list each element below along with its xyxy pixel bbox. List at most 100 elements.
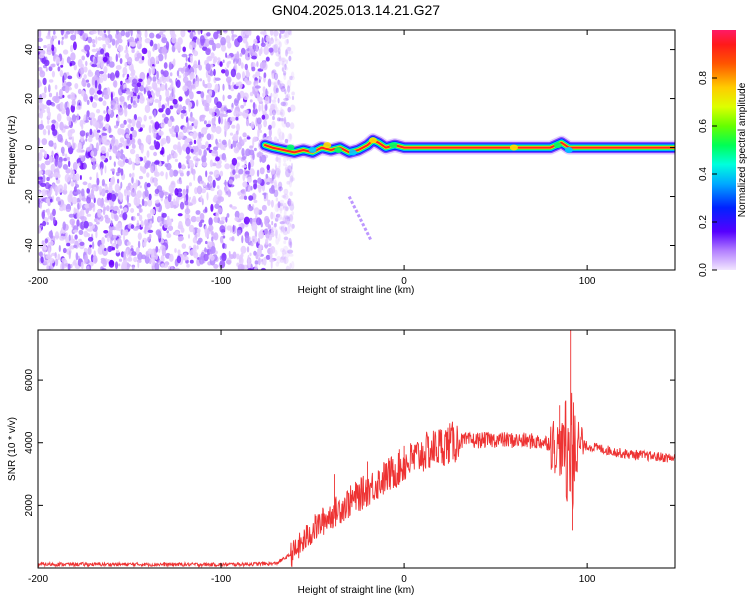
noise-blob [48,30,51,34]
noise-blob [83,220,89,229]
noise-blob [272,174,276,179]
noise-blob [169,105,174,110]
noise-blob [108,61,115,68]
noise-blob [87,246,92,255]
noise-blob [104,214,109,219]
noise-blob [144,181,148,191]
noise-blob [87,236,94,242]
noise-blob [109,155,112,161]
noise-blob [127,104,132,110]
noise-blob [62,247,67,254]
noise-blob [283,116,287,125]
noise-blob [55,258,59,267]
noise-blob [135,179,139,186]
noise-blob [280,224,285,232]
noise-blob [107,245,112,253]
noise-blob [132,130,137,138]
noise-blob [124,62,128,68]
noise-blob [166,230,169,234]
noise-blob [281,132,285,141]
noise-blob [253,38,258,45]
noise-blob [66,141,72,148]
noise-blob [86,82,91,88]
noise-blob [83,230,89,238]
noise-blob [45,198,50,204]
noise-blob [167,194,172,203]
noise-blob [205,63,211,72]
snr-frame [37,329,676,569]
noise-blob [131,216,134,221]
noise-blob [173,198,176,206]
noise-blob [231,124,236,129]
colorbar-tick-label: 0.4 [698,167,709,181]
noise-blob [132,78,138,85]
noise-blob [98,97,103,102]
noise-blob [49,240,54,246]
noise-blob [200,91,205,99]
noise-blob [179,172,184,177]
noise-blob [117,45,124,52]
noise-blob [132,161,136,171]
noise-blob [106,205,110,212]
noise-blob [129,173,132,178]
noise-blob [53,30,56,35]
noise-blob [98,30,103,36]
noise-blob [46,51,52,55]
noise-blob [72,41,77,51]
noise-blob [67,263,71,270]
noise-blob [149,220,153,227]
noise-blob [115,30,119,35]
noise-blob [43,253,46,257]
noise-blob [236,123,240,132]
noise-blob [58,40,61,45]
noise-blob [206,32,211,37]
noise-blob [53,54,56,62]
noise-blob [40,163,46,171]
noise-blob [62,204,67,211]
x-tick-label: 100 [579,276,596,287]
noise-blob [277,165,281,173]
noise-blob [114,183,120,193]
noise-blob [281,119,288,128]
noise-blob [98,137,102,146]
noise-blob [149,32,155,39]
x-tick-label: 0 [401,574,407,585]
noise-blob [213,68,216,77]
noise-blob [51,119,57,124]
noise-blob [243,101,247,107]
noise-blob [274,157,281,162]
noise-blob [164,163,168,168]
noise-blob [249,159,255,168]
noise-blob [96,129,101,133]
noise-blob [270,246,276,254]
noise-blob [278,233,281,242]
noise-blob [231,157,238,166]
noise-blob [166,200,169,205]
tone-blob [564,147,573,153]
noise-blob [252,136,258,143]
noise-blob [250,185,253,191]
noise-blob [186,263,190,268]
noise-blob [101,136,107,145]
noise-blob [81,123,84,130]
noise-blob [194,67,197,75]
noise-blob [83,93,88,103]
noise-blob [282,101,288,107]
noise-blob [45,125,52,130]
noise-blob [264,96,270,105]
noise-blob [107,108,112,115]
noise-blob [66,156,71,161]
noise-blob [136,120,141,129]
noise-blob [271,120,276,129]
noise-blob [208,143,212,148]
noise-blob [59,121,64,131]
noise-blob [215,211,220,219]
noise-blob [133,114,137,121]
noise-blob [282,193,289,200]
noise-blob [275,229,278,239]
noise-blob [38,37,43,42]
noise-blob [86,265,90,270]
noise-blob [213,146,218,151]
noise-blob [195,158,201,162]
noise-blob [69,62,73,67]
